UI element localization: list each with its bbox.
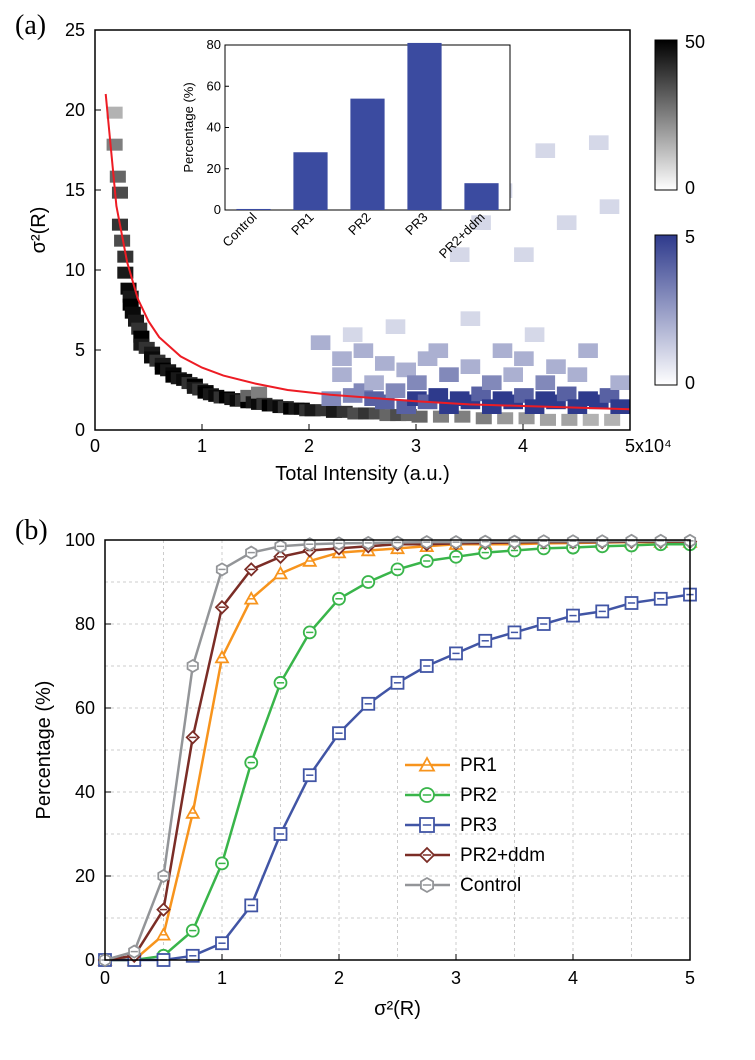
svg-text:Total Intensity (a.u.): Total Intensity (a.u.) [275, 463, 450, 485]
svg-text:PR2: PR2 [345, 210, 373, 238]
svg-text:5: 5 [685, 968, 695, 988]
svg-text:Control: Control [460, 875, 521, 896]
svg-text:0: 0 [685, 178, 695, 198]
svg-text:Percentage (%): Percentage (%) [181, 82, 196, 172]
svg-text:2: 2 [304, 436, 314, 456]
svg-text:3: 3 [451, 968, 461, 988]
svg-text:0: 0 [75, 420, 85, 440]
svg-text:40: 40 [207, 120, 221, 135]
svg-text:4: 4 [518, 436, 528, 456]
svg-text:100: 100 [65, 530, 95, 550]
svg-text:2: 2 [334, 968, 344, 988]
svg-text:PR3: PR3 [402, 210, 430, 238]
svg-text:80: 80 [75, 614, 95, 634]
svg-text:PR1: PR1 [288, 210, 316, 238]
svg-text:20: 20 [207, 161, 221, 176]
svg-text:Percentage (%): Percentage (%) [33, 681, 55, 820]
panel-a-label: (a) [15, 10, 46, 42]
svg-text:PR2+ddm: PR2+ddm [460, 845, 545, 866]
panel-b-label: (b) [15, 515, 48, 547]
svg-text:σ²(R): σ²(R) [28, 207, 50, 254]
panel-b-svg: 0 1 2 3 4 5 0 20 40 60 80 100 σ²(R) Percentage (%) PR1… [10, 515, 745, 1035]
svg-text:25: 25 [65, 20, 85, 40]
svg-text:80: 80 [207, 37, 221, 52]
svg-text:1: 1 [197, 436, 207, 456]
panel-b: (b) 0 1 2 3 4 5 0 20 40 60 80 100 σ²(R) Percentage (%… [10, 515, 745, 1035]
svg-text:0: 0 [90, 436, 100, 456]
svg-text:1: 1 [217, 968, 227, 988]
svg-text:10: 10 [65, 260, 85, 280]
svg-text:σ²(R): σ²(R) [374, 998, 421, 1020]
svg-text:20: 20 [65, 100, 85, 120]
svg-text:Control: Control [219, 209, 259, 249]
svg-text:0: 0 [685, 373, 695, 393]
svg-text:0: 0 [214, 202, 221, 217]
svg-text:5: 5 [75, 340, 85, 360]
svg-text:60: 60 [75, 698, 95, 718]
svg-text:x10⁴: x10⁴ [635, 436, 672, 456]
panel-a: (a) 0123450510152025Total Intensity (a.u… [10, 10, 745, 500]
svg-text:0: 0 [85, 950, 95, 970]
panel-a-svg: 0123450510152025Total Intensity (a.u.)σ²… [10, 10, 745, 500]
svg-text:4: 4 [568, 968, 578, 988]
svg-text:60: 60 [207, 78, 221, 93]
svg-text:3: 3 [411, 436, 421, 456]
svg-text:40: 40 [75, 782, 95, 802]
svg-text:PR1: PR1 [460, 755, 497, 776]
svg-text:5: 5 [685, 227, 695, 247]
svg-text:0: 0 [100, 968, 110, 988]
svg-text:50: 50 [685, 32, 705, 52]
svg-text:5: 5 [625, 436, 635, 456]
svg-text:15: 15 [65, 180, 85, 200]
svg-text:PR3: PR3 [460, 815, 497, 836]
svg-text:20: 20 [75, 866, 95, 886]
svg-text:PR2: PR2 [460, 785, 497, 806]
